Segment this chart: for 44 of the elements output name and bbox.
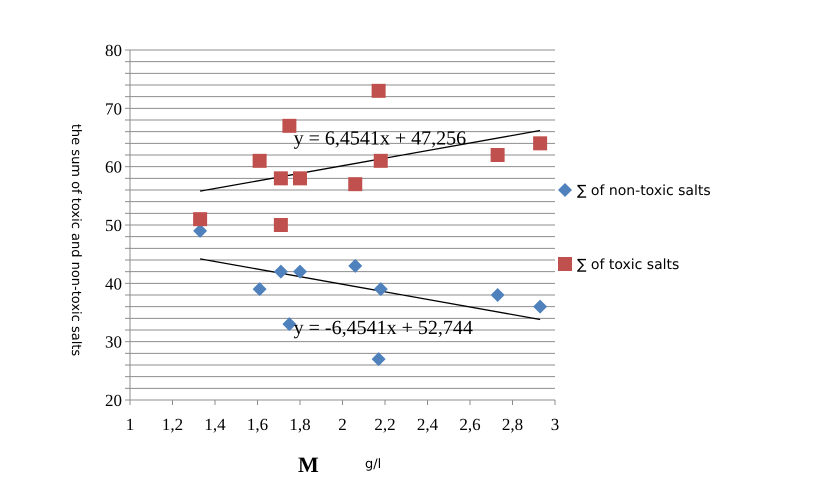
y-axis-title: the sum of toxic and non-toxic salts [68, 124, 83, 356]
text: g/l [365, 457, 382, 472]
point [533, 300, 548, 314]
point [293, 171, 307, 186]
x-tick-label: 2,8 [502, 415, 524, 434]
point [490, 288, 505, 302]
y-tick-label: 50 [105, 216, 122, 235]
point [193, 212, 208, 226]
point [372, 352, 386, 366]
point [252, 282, 267, 296]
point [490, 148, 505, 162]
legend-label: ∑ of non-toxic salts [577, 182, 711, 199]
x-tick-label: 3 [550, 415, 560, 434]
x-tick-label: 2 [338, 415, 347, 434]
point [348, 258, 362, 273]
point [252, 154, 267, 168]
y-tick-label: 70 [105, 99, 122, 118]
y-tick-label: 60 [105, 158, 122, 177]
point [293, 264, 307, 279]
point [348, 177, 362, 192]
point [274, 264, 288, 279]
x-axis-title: M [298, 452, 319, 477]
point [282, 118, 296, 133]
point [374, 282, 388, 296]
x-tick-label: 2,4 [416, 415, 439, 434]
x-tick-label: 2,6 [459, 415, 481, 434]
point [374, 154, 388, 168]
y-tick-label: 20 [105, 390, 122, 410]
y-tick-label: 40 [105, 274, 122, 294]
x-tick-label: 1,6 [246, 415, 268, 434]
annotation: y = 6,4541x + 47,256 [294, 128, 466, 150]
x-tick-label: 1,8 [289, 415, 311, 434]
y-tick-label: 30 [105, 332, 122, 352]
point [274, 218, 288, 232]
point [533, 136, 548, 150]
x-tick-label: 1 [126, 415, 134, 434]
legend-label: ∑ of toxic salts [577, 256, 680, 273]
point [274, 171, 288, 186]
x-tick-label: 1,2 [162, 415, 184, 434]
annotation: y = -6,4541x + 52,744 [294, 317, 473, 340]
x-tick-label: 2,2 [374, 415, 396, 434]
x-tick-label: 1,4 [204, 415, 226, 434]
point [372, 84, 386, 98]
y-tick-label: 80 [105, 40, 122, 60]
